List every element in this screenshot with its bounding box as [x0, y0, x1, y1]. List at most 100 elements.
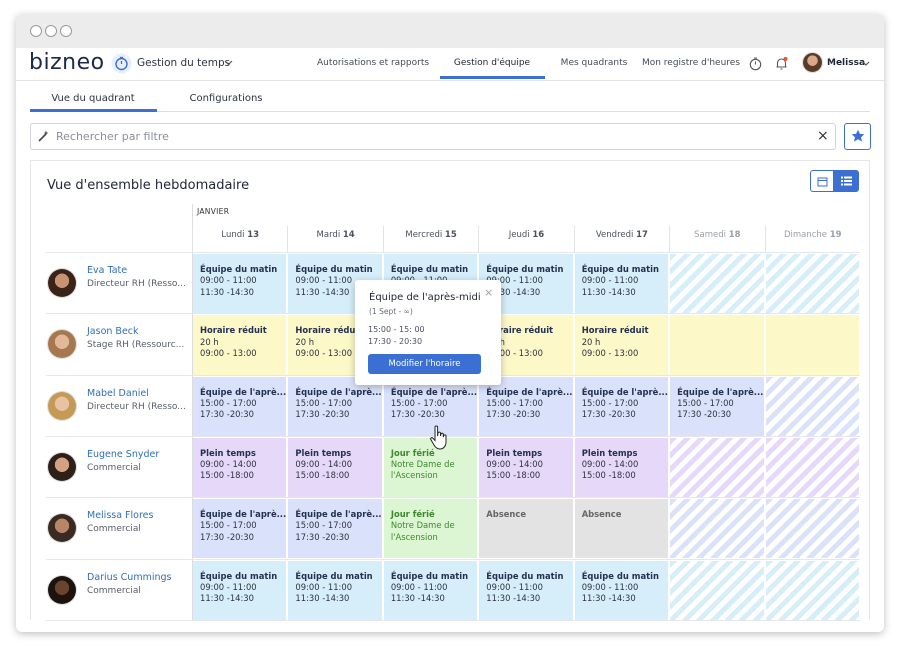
- day-header: Vendredi 17: [573, 226, 669, 252]
- nav-active-indicator: [440, 76, 545, 79]
- shift-cell[interactable]: Plein temps 09:00 - 14:00 15:00 -18:00: [193, 437, 287, 498]
- shift-title: Équipe du matin: [581, 570, 659, 581]
- shift-cell[interactable]: Équipe de l'aprè... 15:00 - 17:00 17:30 -2…: [288, 376, 382, 436]
- user-avatar[interactable]: [803, 53, 822, 72]
- nav-item[interactable]: Autorisations et rapports: [316, 58, 430, 68]
- clear-search[interactable]: ×: [817, 128, 829, 144]
- shift-title: Équipe du matin: [390, 570, 469, 581]
- month-label: JANVIER: [197, 207, 230, 216]
- window-button[interactable]: [30, 25, 42, 37]
- shift-cell[interactable]: [765, 560, 859, 620]
- employee-name[interactable]: Eugene Snyder: [87, 448, 160, 460]
- employee-name[interactable]: Melissa Flores: [87, 510, 154, 522]
- notifications-icon[interactable]: [775, 56, 788, 71]
- employee-avatar[interactable]: [48, 269, 76, 297]
- star-icon: [851, 129, 865, 142]
- shift-cell[interactable]: Plein temps 09:00 - 14:00 15:00 -18:00: [288, 437, 382, 498]
- module-selector[interactable]: Gestion du temps: [137, 57, 231, 69]
- shift-cell[interactable]: Équipe de l'aprè... 15:00 - 17:00 17:30 -2…: [479, 376, 573, 436]
- overview-title: Vue d'ensemble hebdomadaire: [47, 178, 250, 193]
- shift-cell[interactable]: Absence: [479, 499, 573, 559]
- list-view-button[interactable]: [834, 170, 859, 192]
- day-name: Mardi: [316, 230, 341, 240]
- shift-title: Plein temps: [581, 447, 638, 458]
- window-button[interactable]: [60, 25, 72, 37]
- day-header: Dimanche 19: [764, 226, 860, 252]
- shift-cell[interactable]: Équipe de l'aprè... 15:00 - 17:00 17:30 -2…: [193, 499, 287, 559]
- shift-cell[interactable]: [670, 315, 764, 375]
- shift-cell[interactable]: Absence: [574, 499, 669, 559]
- user-name[interactable]: Melissa: [827, 58, 866, 68]
- shift-time: 15:00 - 17:00: [295, 397, 353, 408]
- row-line: [46, 435, 860, 437]
- calendar-view-button[interactable]: [810, 170, 834, 192]
- nav-item[interactable]: Mes quadrants: [560, 58, 628, 68]
- shift-cell[interactable]: Plein temps 09:00 - 14:00 15:00 -18:00: [479, 437, 573, 498]
- employee-avatar[interactable]: [48, 575, 76, 604]
- shift-cell[interactable]: Équipe de l'aprè... 15:00 - 17:00 17:30 -2…: [574, 376, 669, 436]
- employee-name[interactable]: Mabel Daniel: [87, 387, 149, 399]
- shift-time: 20 h: [200, 336, 219, 347]
- shift-title: Plein temps: [486, 447, 543, 458]
- employee-name[interactable]: Jason Beck: [87, 326, 139, 338]
- search-box[interactable]: [30, 123, 836, 150]
- day-name: Dimanche: [783, 230, 828, 240]
- employee-avatar[interactable]: [48, 452, 76, 481]
- shift-cell[interactable]: Équipe de l'aprè... 15:00 - 17:00 17:30 -2…: [288, 499, 382, 559]
- shift-time: 15:00 - 17:00: [390, 397, 448, 408]
- shift-time: 11:30 -14:30: [486, 593, 541, 604]
- employee-name[interactable]: Darius Cummings: [87, 571, 172, 583]
- tab[interactable]: Vue du quadrant: [51, 93, 135, 104]
- day-header: Lundi 13: [192, 226, 287, 252]
- shift-cell[interactable]: [765, 437, 859, 498]
- employee-name[interactable]: Eva Tate: [87, 265, 128, 276]
- employee-avatar[interactable]: [48, 514, 76, 543]
- day-header: Samedi 18: [669, 226, 764, 252]
- shift-cell[interactable]: Plein temps 09:00 - 14:00 15:00 -18:00: [574, 437, 669, 498]
- nav-item[interactable]: Gestion d'équipe: [453, 58, 531, 68]
- timer-icon[interactable]: [749, 57, 762, 71]
- shift-time: 17:30 -20:30: [200, 531, 254, 542]
- calendar-icon: [817, 177, 828, 187]
- shift-cell[interactable]: [765, 315, 859, 375]
- popup-close[interactable]: ×: [484, 286, 494, 299]
- shift-cell[interactable]: Équipe de l'aprè... 15:00 - 17:00 17:30 -2…: [383, 376, 478, 436]
- shift-cell[interactable]: [670, 254, 764, 314]
- shift-cell[interactable]: [765, 254, 859, 314]
- employee-avatar[interactable]: [48, 330, 76, 359]
- shift-cell[interactable]: Équipe de l'aprè... 15:00 - 17:00 17:30 -2…: [670, 376, 764, 436]
- shift-cell[interactable]: [765, 499, 859, 559]
- shift-cell[interactable]: [670, 499, 764, 559]
- shift-time: 09:00 - 13:00: [486, 347, 543, 358]
- shift-time: 09:00 - 11:00: [200, 275, 257, 286]
- tab[interactable]: Configurations: [189, 93, 263, 104]
- window-button[interactable]: [45, 25, 57, 37]
- shift-title: Équipe du matin: [581, 264, 659, 274]
- shift-title: Équipe du matin: [295, 570, 373, 581]
- shift-cell[interactable]: [670, 560, 764, 620]
- shift-cell[interactable]: Jour férié Notre Dame de l'Ascension: [383, 437, 478, 498]
- shift-time: 09:00 - 14:00: [486, 459, 543, 470]
- logo[interactable]: bizneo: [29, 50, 105, 75]
- day-name: Samedi: [694, 230, 727, 240]
- edit-schedule-button[interactable]: Modifier l'horaire: [368, 354, 481, 374]
- tabs-divider: [30, 111, 870, 112]
- favorite-button[interactable]: [844, 123, 871, 150]
- shift-cell[interactable]: Jour férié Notre Dame de l'Ascension: [383, 499, 478, 559]
- shift-time: 15:00 - 17:00: [200, 520, 257, 531]
- shift-cell[interactable]: [765, 376, 859, 436]
- shift-cell[interactable]: [670, 437, 764, 498]
- shift-cell[interactable]: Équipe de l'aprè... 15:00 - 17:00 17:30 -2…: [193, 376, 287, 436]
- nav-item[interactable]: Mon registre d'heures: [641, 58, 741, 68]
- employee-avatar[interactable]: [48, 391, 76, 420]
- shift-time: 09:00 - 14:00: [200, 459, 257, 470]
